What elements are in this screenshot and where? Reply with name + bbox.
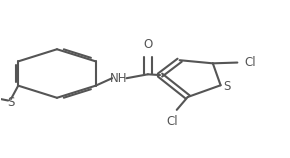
Text: O: O (143, 38, 153, 51)
Text: NH: NH (110, 72, 127, 85)
Text: Cl: Cl (167, 115, 178, 128)
Text: S: S (7, 96, 15, 109)
Text: S: S (223, 79, 231, 93)
Text: Cl: Cl (244, 56, 256, 69)
